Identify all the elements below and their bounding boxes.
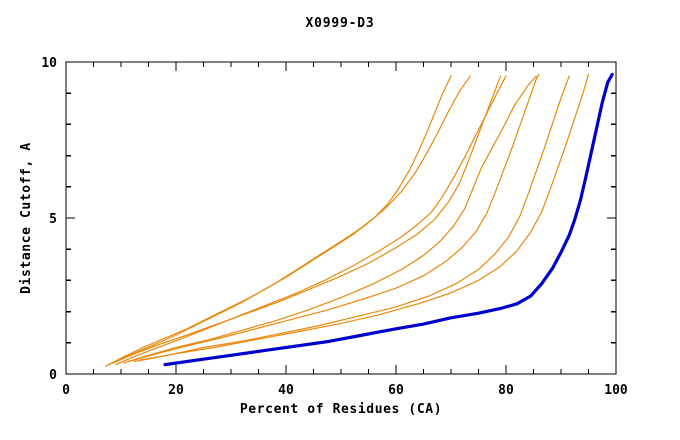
plot-frame <box>65 61 617 375</box>
series-line-reference <box>163 72 614 367</box>
x-axis-ticks: 0 20 40 60 80 100 <box>62 62 628 398</box>
series-line-model-2 <box>108 75 471 366</box>
series-line-model-1 <box>105 75 452 367</box>
y-tick-label: 5 <box>49 212 57 227</box>
y-axis-ticks: 0 5 10 <box>41 56 616 383</box>
series-line-model-8 <box>139 73 590 361</box>
y-axis-title: Distance Cutoff, A <box>19 142 34 294</box>
x-tick-label: 20 <box>168 383 184 398</box>
x-tick-label: 60 <box>388 383 404 398</box>
x-tick-label: 100 <box>604 383 628 398</box>
x-axis-title: Percent of Residues (CA) <box>240 402 442 417</box>
series-line-model-3 <box>114 75 507 366</box>
x-tick-label: 80 <box>498 383 514 398</box>
series-line-model-5 <box>123 75 537 364</box>
y-tick-label: 10 <box>41 56 57 71</box>
data-series-group <box>105 72 614 367</box>
series-line-model-4 <box>112 75 502 364</box>
series-line-model-7 <box>134 75 570 363</box>
y-tick-label: 0 <box>49 368 57 383</box>
chart-title-group: X0999-D3 <box>305 16 374 31</box>
chart-title: X0999-D3 <box>305 16 374 31</box>
x-tick-label: 40 <box>278 383 294 398</box>
series-line-model-6 <box>128 73 540 363</box>
x-tick-label: 0 <box>62 383 70 398</box>
